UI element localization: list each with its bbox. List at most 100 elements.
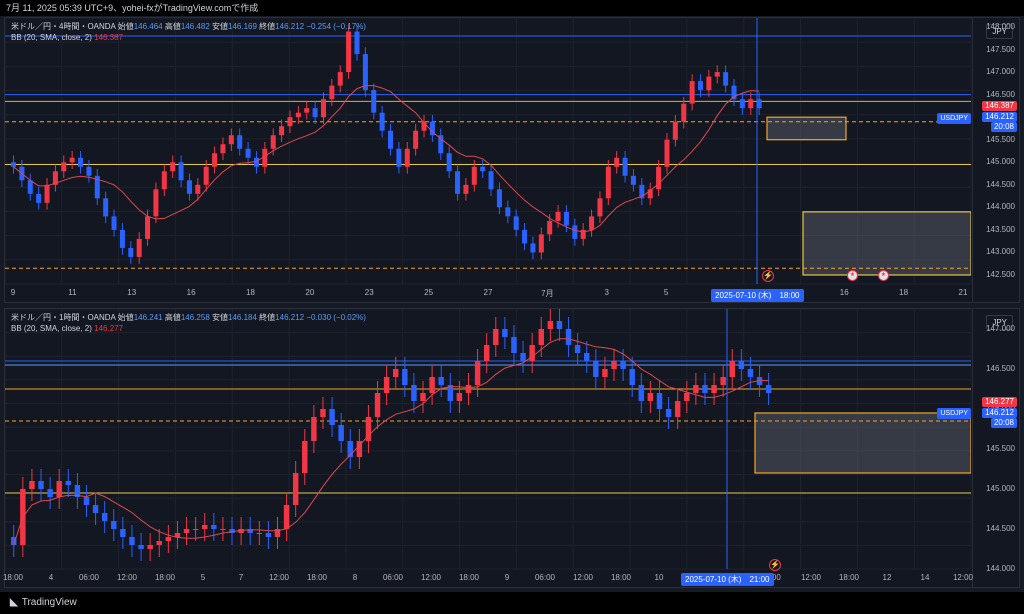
candle (337, 72, 343, 86)
price-axis-4h[interactable]: JPY 148.000147.500147.000146.500146.0001… (972, 18, 1019, 302)
price-tick-label: 144.000 (986, 564, 1015, 573)
time-tick-label: 23 (364, 288, 374, 297)
candle (27, 180, 33, 194)
time-tick-label: 5 (200, 573, 206, 582)
candle (192, 529, 199, 530)
price-chart-4h[interactable] (5, 18, 971, 302)
candle (203, 166, 209, 185)
time-tick-label: 06:00 (382, 573, 404, 582)
candle (723, 72, 729, 86)
candle (620, 361, 626, 369)
candle (346, 31, 352, 73)
candle (147, 545, 153, 549)
candle (446, 153, 452, 172)
time-tick-label: 18:00 (2, 573, 24, 582)
candle (78, 157, 84, 167)
candle (672, 121, 678, 140)
candle (480, 166, 486, 172)
lightning-event-icon[interactable]: ⚡ (769, 559, 781, 571)
candle (212, 153, 218, 167)
candle (729, 361, 735, 377)
legend-open-label: 始値 (117, 22, 134, 31)
currency-button[interactable]: JPY (986, 24, 1013, 39)
candle (602, 369, 608, 377)
candle (765, 385, 772, 393)
currency-button[interactable]: JPY (986, 315, 1013, 330)
candle (438, 135, 444, 154)
candle (589, 216, 595, 230)
candle (420, 393, 426, 401)
candle (202, 525, 208, 529)
candle (74, 485, 81, 497)
price-tick-label: 147.000 (986, 67, 1015, 77)
candle (145, 216, 151, 239)
bb-price-label: 146.277 (982, 397, 1017, 407)
candle (647, 189, 653, 199)
legend-open-label: 始値 (117, 313, 134, 322)
us-flag-icon[interactable]: ★ (847, 270, 858, 281)
chart-panel-1h[interactable]: 米ドル／円・1時間・OANDA 始値146.241 高値146.258 安値14… (2, 308, 1020, 588)
candle (129, 537, 135, 545)
us-flag-icon[interactable]: ★ (878, 270, 889, 281)
time-tick-label: 16 (186, 288, 196, 297)
chart-panel-4h[interactable]: 米ドル／円・4時間・OANDA 始値146.464 高値146.482 安値14… (4, 17, 1020, 303)
candle (237, 135, 243, 149)
legend-bb-1h[interactable]: BB (20, SMA, close, 2) 146.277 (11, 323, 123, 334)
time-tick-label: 10 (654, 573, 664, 582)
legend-low-value: 146.184 (228, 313, 257, 322)
candle (61, 162, 67, 172)
time-tick-label: 18:00 (306, 573, 328, 582)
candle (52, 171, 58, 185)
candle (639, 184, 645, 199)
candle (65, 481, 72, 485)
time-tick-label: 12:00 (268, 573, 290, 582)
candle (262, 148, 268, 167)
candle (44, 184, 50, 203)
candle (474, 361, 481, 385)
price-tick-label: 146.500 (986, 364, 1015, 373)
legend-high-value: 146.258 (180, 313, 210, 322)
time-tick-label: 18:00 (838, 573, 860, 582)
candle (354, 31, 360, 55)
candle (156, 541, 162, 545)
legend-close-label: 終値 (259, 22, 276, 31)
candle (274, 529, 281, 537)
candle (738, 361, 745, 369)
candle (161, 171, 167, 190)
price-tick-label: 147.000 (986, 324, 1015, 333)
lightning-event-icon[interactable]: ⚡ (762, 270, 774, 282)
time-tick-label: 18:00 (610, 573, 632, 582)
time-tick-label: 3 (604, 288, 609, 297)
time-tick-label: 7 (238, 573, 244, 582)
candle (502, 329, 508, 337)
candle (383, 377, 390, 393)
crosshair-date-tag: 2025-07-10 (木) 18:00 (711, 289, 804, 302)
candle (593, 361, 599, 377)
candle (29, 481, 35, 489)
legend-change: −0.030 (−0.02%) (306, 313, 366, 322)
price-tick-label: 145.000 (986, 484, 1015, 493)
legend-low-label: 安値 (212, 313, 229, 322)
legend-low-value: 146.169 (228, 22, 257, 31)
price-tick-label: 145.500 (986, 134, 1015, 144)
candle (220, 529, 226, 530)
candle (563, 211, 569, 226)
candle (630, 175, 636, 185)
candle (748, 99, 754, 109)
candle (471, 166, 477, 185)
time-tick-label: 7月 (541, 289, 554, 298)
price-chart-1h[interactable] (5, 309, 971, 587)
bb-indicator-value: 146.277 (94, 324, 124, 333)
price-axis-1h[interactable]: JPY 147.000146.500146.000145.500145.0001… (972, 309, 1019, 587)
candle (647, 393, 654, 401)
countdown-label: 20:08 (990, 418, 1017, 428)
time-tick-label: 12:00 (116, 573, 138, 582)
candle (538, 329, 544, 345)
candle (493, 329, 499, 345)
candle (638, 385, 645, 401)
legend-bb-4h[interactable]: BB (20, SMA, close, 2) 146.387 (11, 32, 123, 43)
candle (697, 81, 704, 91)
candle (120, 529, 126, 537)
candle (580, 229, 586, 239)
legend-close-value: 146.212 (275, 313, 305, 322)
